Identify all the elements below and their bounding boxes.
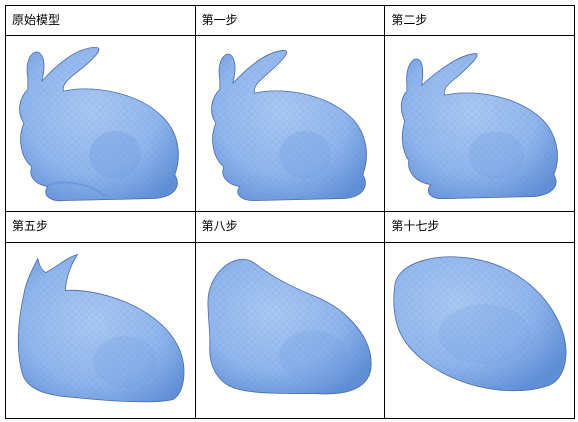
smoothing-steps-table: 原始模型 第一步 第二步 — [5, 4, 575, 420]
cell-image-original — [5, 35, 196, 213]
cell-label-step17: 第十七步 — [384, 211, 575, 243]
bunny-step1-icon — [210, 50, 367, 202]
cell-image-step2 — [384, 35, 575, 213]
bunny-step8-icon — [207, 258, 372, 395]
cell-image-step17 — [384, 241, 575, 420]
cell-label-step5: 第五步 — [5, 211, 196, 243]
cell-label-step1: 第一步 — [194, 4, 386, 37]
cell-image-step5 — [5, 241, 196, 420]
cell-label-step8: 第八步 — [194, 211, 386, 243]
cell-image-step8 — [194, 241, 386, 420]
bunny-original-icon — [19, 47, 179, 202]
cell-image-step1 — [194, 35, 386, 213]
cell-label-step2: 第二步 — [384, 4, 575, 37]
cell-label-original: 原始模型 — [5, 4, 196, 37]
bunny-step17-icon — [393, 256, 567, 391]
bunny-step5-icon — [17, 253, 185, 402]
bunny-step2-icon — [401, 53, 559, 200]
